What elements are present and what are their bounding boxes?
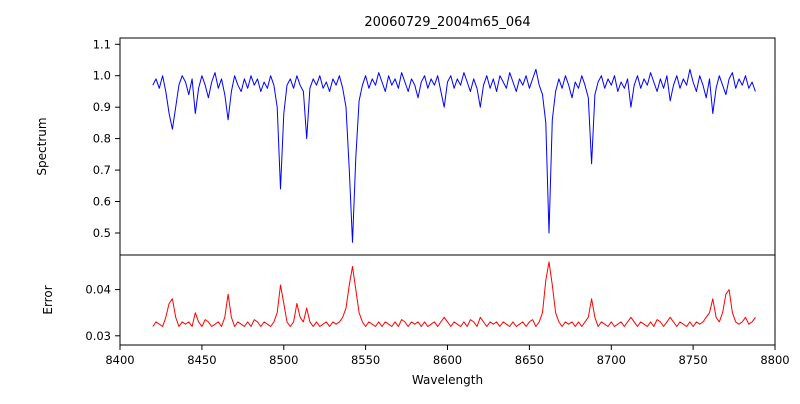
x-tick-label: 8450 — [187, 353, 216, 367]
spectrum-line — [152, 68, 756, 243]
x-axis-label: Wavelength — [412, 373, 483, 387]
y-tick-label: 0.5 — [93, 226, 111, 240]
y-tick-label: 0.6 — [93, 195, 111, 209]
y-tick-label: 0.03 — [85, 329, 111, 343]
x-tick-label: 8750 — [678, 353, 707, 367]
spectrum-axis-label: Spectrum — [35, 117, 49, 175]
error-line — [152, 261, 756, 327]
y-tick-label: 0.9 — [93, 100, 111, 114]
spectrum-panel-frame — [119, 37, 776, 256]
chart-title: 20060729_2004m65_064 — [364, 15, 530, 30]
x-tick-label: 8800 — [760, 353, 789, 367]
y-tick-label: 1.1 — [93, 37, 111, 51]
x-tick-label: 8550 — [351, 353, 380, 367]
x-tick-label: 8700 — [597, 353, 626, 367]
x-tick-label: 8650 — [515, 353, 544, 367]
x-tick-label: 8500 — [269, 353, 298, 367]
y-tick-label: 0.7 — [93, 163, 111, 177]
y-tick-label: 0.04 — [85, 283, 111, 297]
x-tick-label: 8400 — [105, 353, 134, 367]
error-axis-label: Error — [41, 285, 55, 314]
y-tick-label: 1.0 — [93, 69, 111, 83]
error-panel-frame — [119, 254, 776, 346]
y-tick-label: 0.8 — [93, 132, 111, 146]
x-tick-label: 8600 — [433, 353, 462, 367]
